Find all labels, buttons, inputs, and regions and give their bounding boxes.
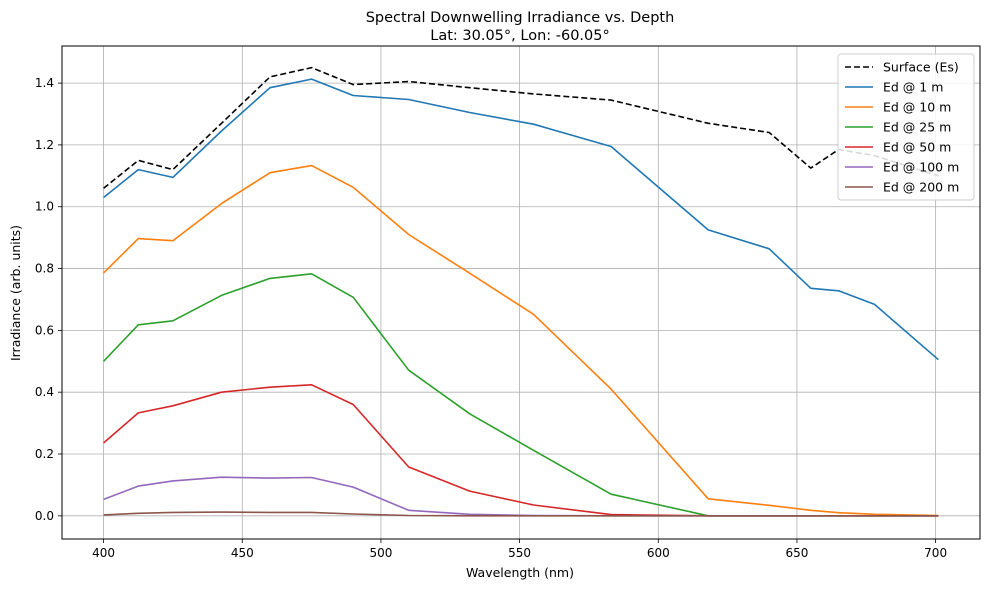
x-tick-label: 650 [786, 546, 809, 560]
legend-label: Ed @ 50 m [883, 140, 951, 155]
chart-title: Spectral Downwelling Irradiance vs. Dept… [366, 10, 675, 26]
series-line-0 [103, 66, 939, 189]
x-tick-label: 700 [924, 546, 947, 560]
series-line-1 [103, 78, 939, 361]
plot-lines [103, 66, 939, 517]
series-line-2 [103, 164, 939, 517]
legend-label: Ed @ 200 m [883, 180, 959, 195]
y-tick-label: 0.0 [35, 509, 54, 523]
legend-label: Ed @ 25 m [883, 120, 951, 135]
legend-label: Ed @ 1 m [883, 80, 943, 95]
legend-label: Ed @ 100 m [883, 160, 959, 175]
x-tick-label: 400 [92, 546, 115, 560]
y-tick-label: 1.2 [35, 138, 54, 152]
x-tick-label: 550 [508, 546, 531, 560]
legend-label: Ed @ 10 m [883, 100, 951, 115]
y-axis-label: Irradiance (arb. units) [8, 225, 23, 361]
chart-subtitle: Lat: 30.05°, Lon: -60.05° [430, 28, 610, 44]
y-tick-label: 0.4 [35, 385, 54, 399]
x-axis-label: Wavelength (nm) [466, 565, 574, 580]
y-tick-label: 0.8 [35, 262, 54, 276]
legend: Surface (Es) Ed @ 1 m Ed @ 10 m Ed @ 25 m Ed… [837, 53, 975, 201]
grid [62, 46, 980, 539]
series-line-6 [103, 511, 939, 517]
x-tick-label: 600 [647, 546, 670, 560]
y-tick-label: 1.0 [35, 200, 54, 214]
y-tick-label: 1.4 [35, 76, 54, 90]
y-tick-label: 0.2 [35, 447, 54, 461]
x-tick-label: 500 [369, 546, 392, 560]
legend-label: Surface (Es) [883, 60, 959, 75]
x-tick-label: 450 [231, 546, 254, 560]
axis-ticks: 400 450 500 550 600 650 700 0.0 0.2 0.4 0.6 0.8 1.0 1… [35, 76, 947, 560]
legend-box [837, 53, 975, 201]
plot-frame [61, 45, 981, 540]
y-tick-label: 0.6 [35, 323, 54, 337]
